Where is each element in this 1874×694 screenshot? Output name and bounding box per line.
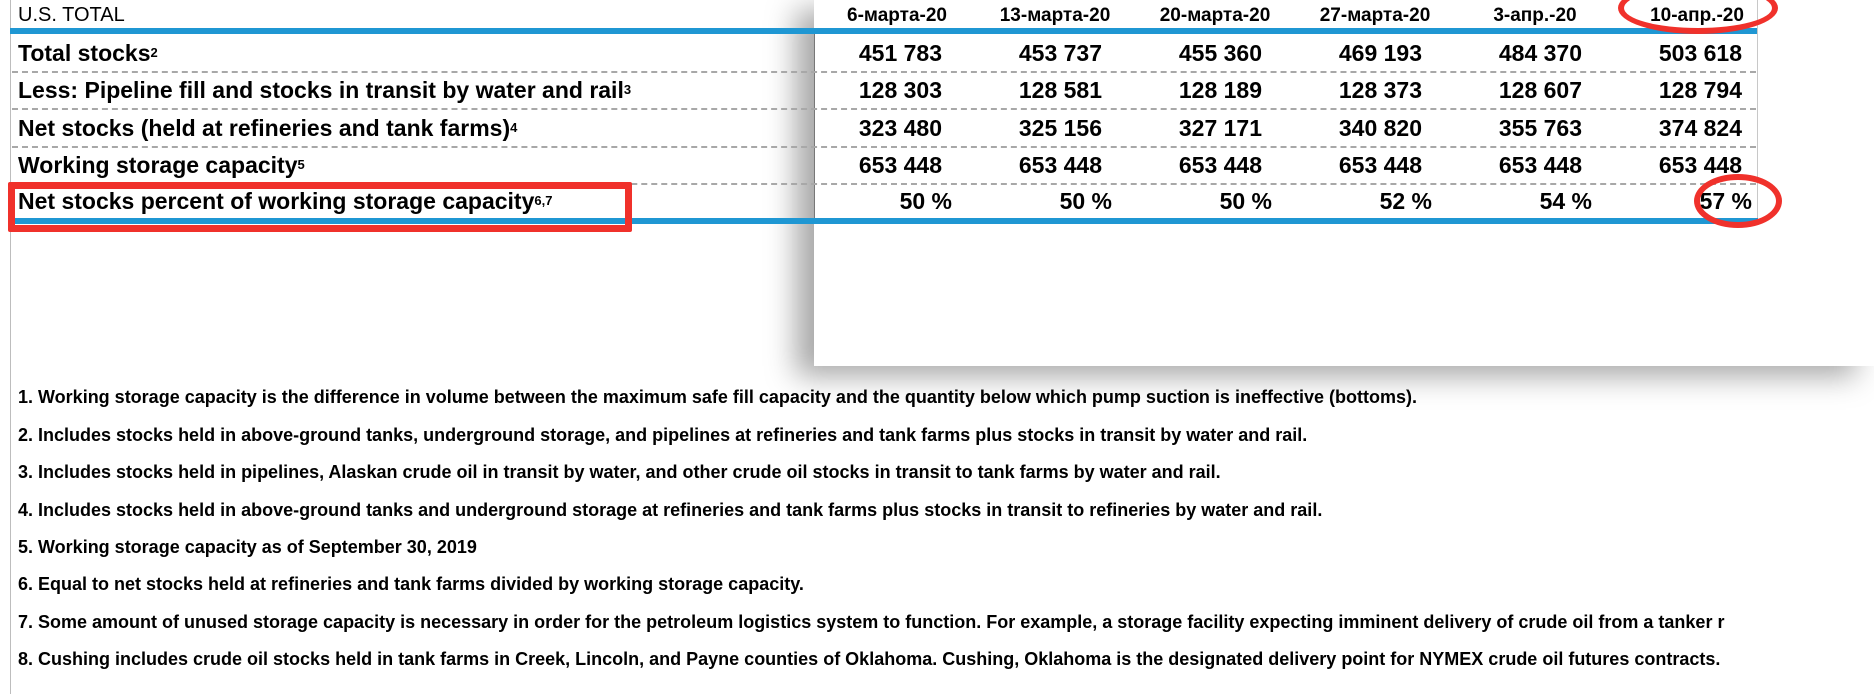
footnote-3: 3. Includes stocks held in pipelines, Al… [18,462,1221,482]
column-header-5: 3-апр.-20 [1493,5,1577,26]
cell-r2-c4: 128 373 [1338,77,1422,103]
row-label-working-capacity: Working storage capacity5 [18,152,305,178]
cell-r4-c4: 653 448 [1338,152,1422,178]
cell-r3-c5: 355 763 [1498,115,1582,141]
cell-r1-c4: 469 193 [1338,40,1422,66]
footnote-6: 6. Equal to net stocks held at refinerie… [18,574,804,594]
red-highlight-box [8,182,632,232]
column-header-3: 20-марта-20 [1159,5,1271,26]
column-header-4: 27-марта-20 [1319,5,1431,26]
footnote-5: 5. Working storage capacity as of Septem… [18,537,477,557]
row-label-net-stocks: Net stocks (held at refineries and tank … [18,115,518,141]
label-column-separator [814,34,815,220]
cell-r2-c6: 128 794 [1658,77,1742,103]
row-divider-2 [12,108,1756,110]
row-label-total-stocks: Total stocks2 [18,40,158,66]
column-header-1: 6-марта-20 [847,5,947,26]
cell-r5-c3: 50 % [1219,188,1272,214]
table-bottom-border [10,218,1758,224]
footnote-7: 7. Some amount of unused storage capacit… [18,612,1725,632]
footnote-4: 4. Includes stocks held in above-ground … [18,500,1323,520]
cell-r3-c6: 374 824 [1658,115,1742,141]
cell-r4-c5: 653 448 [1498,152,1582,178]
cell-r1-c2: 453 737 [1018,40,1102,66]
cell-r3-c1: 323 480 [858,115,942,141]
red-circle-latest-percent [1694,174,1782,228]
cell-r4-c6: 653 448 [1658,152,1742,178]
row-divider-4 [12,183,1756,185]
row-label-pipeline-fill: Less: Pipeline fill and stocks in transi… [18,77,632,103]
cell-r2-c5: 128 607 [1498,77,1582,103]
cell-r1-c5: 484 370 [1498,40,1582,66]
cell-r5-c1: 50 % [899,188,952,214]
footnote-1: 1. Working storage capacity is the diffe… [18,387,1417,407]
cell-r1-c1: 451 783 [858,40,942,66]
footnote-8: 8. Cushing includes crude oil stocks hel… [18,649,1721,669]
column-header-2: 13-марта-20 [999,5,1111,26]
cell-r5-c2: 50 % [1059,188,1112,214]
row-divider-1 [12,71,1756,73]
header-divider [10,28,1758,34]
cell-r5-c5: 54 % [1539,188,1592,214]
cell-r3-c3: 327 171 [1178,115,1262,141]
cell-r4-c3: 653 448 [1178,152,1262,178]
cell-r3-c2: 325 156 [1018,115,1102,141]
table-header-label: U.S. TOTAL [18,4,125,26]
cell-r4-c2: 653 448 [1018,152,1102,178]
cell-r2-c2: 128 581 [1018,77,1102,103]
table-right-border [1757,0,1758,220]
cell-r1-c3: 455 360 [1178,40,1262,66]
row-divider-3 [12,146,1756,148]
cell-r5-c4: 52 % [1379,188,1432,214]
row-label-percent-capacity: Net stocks percent of working storage ca… [18,188,553,214]
cell-r1-c6: 503 618 [1658,40,1742,66]
cell-r4-c1: 653 448 [858,152,942,178]
sheet-left-border [10,0,11,694]
cell-r3-c4: 340 820 [1338,115,1422,141]
footnote-2: 2. Includes stocks held in above-ground … [18,425,1308,445]
cell-r2-c1: 128 303 [858,77,942,103]
cell-r2-c3: 128 189 [1178,77,1262,103]
